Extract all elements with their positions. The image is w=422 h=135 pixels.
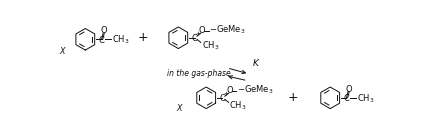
- Text: X: X: [60, 47, 65, 56]
- Text: +: +: [138, 31, 149, 44]
- Text: in the gas-phase: in the gas-phase: [168, 69, 231, 78]
- Text: +: +: [288, 91, 298, 104]
- Text: CH$_3$: CH$_3$: [202, 39, 219, 52]
- Text: O: O: [346, 85, 352, 94]
- Text: $-$GeMe$_3$: $-$GeMe$_3$: [209, 24, 246, 36]
- Text: +: +: [223, 91, 228, 97]
- Text: K: K: [253, 59, 259, 68]
- Text: O: O: [198, 26, 205, 35]
- Text: CH$_3$: CH$_3$: [357, 92, 374, 105]
- Text: CH$_3$: CH$_3$: [112, 34, 129, 46]
- Text: $-$GeMe$_3$: $-$GeMe$_3$: [237, 84, 273, 96]
- Text: C: C: [192, 34, 197, 43]
- Text: O: O: [100, 26, 107, 35]
- Text: C: C: [219, 94, 225, 103]
- Text: +: +: [195, 31, 200, 37]
- Text: O: O: [226, 86, 233, 95]
- Text: C: C: [344, 94, 349, 103]
- Text: C: C: [99, 36, 105, 45]
- Text: X: X: [176, 104, 182, 113]
- Text: CH$_3$: CH$_3$: [230, 99, 247, 112]
